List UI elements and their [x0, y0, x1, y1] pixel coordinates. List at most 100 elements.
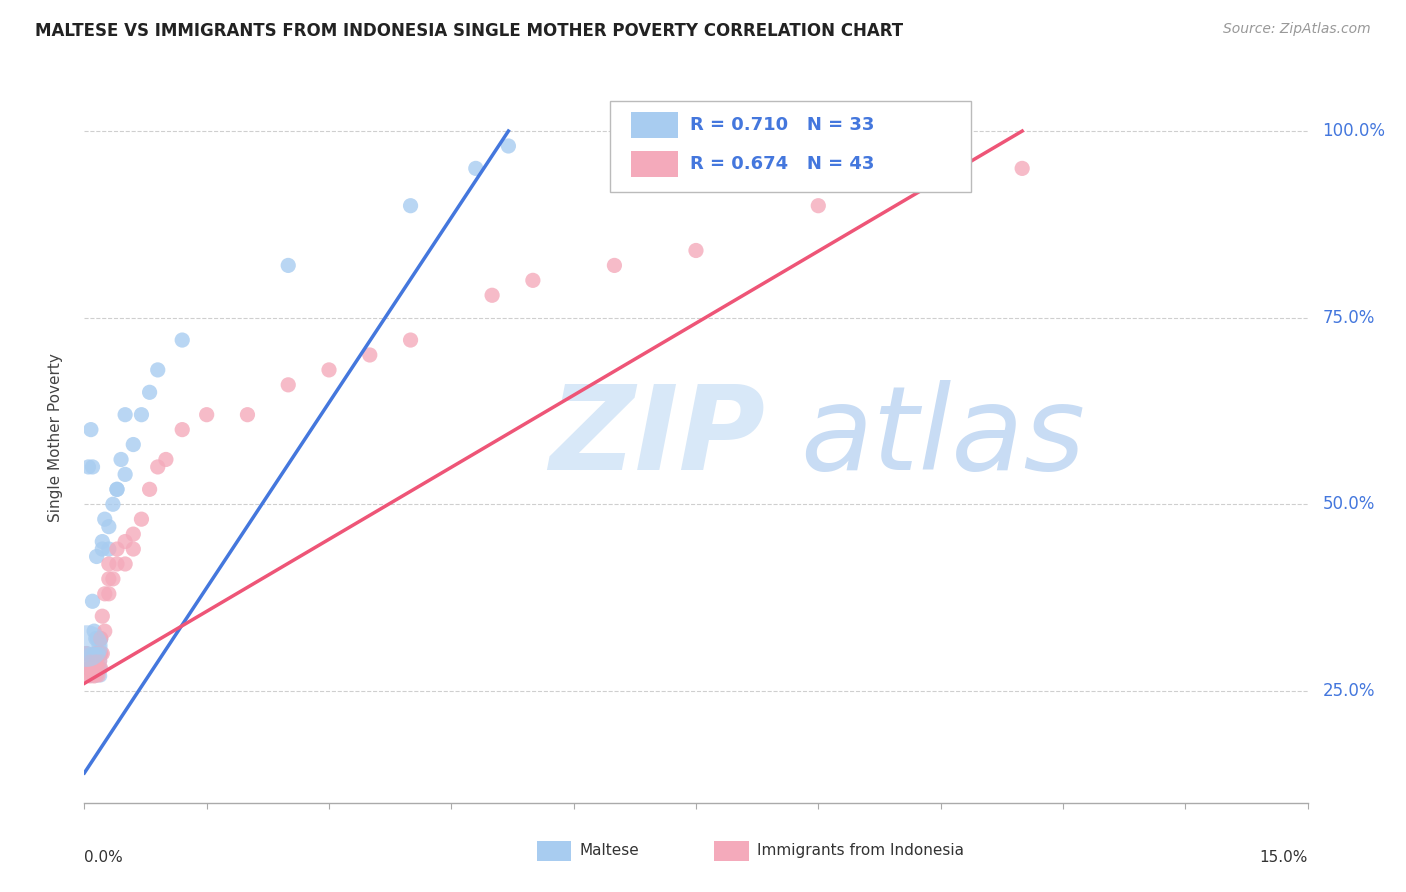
Point: [91, 534, 114, 549]
Y-axis label: Single Mother Poverty: Single Mother Poverty: [48, 352, 63, 522]
Point: [105, 483, 128, 497]
Point: [84, 654, 107, 668]
Point: [90, 661, 112, 675]
Point: [79, 654, 101, 668]
Point: [84, 654, 107, 668]
FancyBboxPatch shape: [714, 841, 748, 862]
FancyBboxPatch shape: [631, 112, 678, 138]
Point: [122, 542, 145, 557]
Point: [86, 654, 108, 668]
Point: [498, 139, 520, 153]
Point: [83, 669, 105, 683]
Point: [114, 557, 136, 571]
Point: [90, 647, 112, 661]
Point: [82, 669, 104, 683]
Point: [114, 408, 136, 422]
Point: [87, 669, 110, 683]
Point: [97, 587, 120, 601]
Point: [80, 669, 103, 683]
Point: [146, 363, 169, 377]
Point: [97, 572, 120, 586]
Point: [80, 669, 103, 683]
Point: [82, 661, 104, 675]
Point: [76, 661, 98, 675]
Point: [91, 609, 114, 624]
Text: Maltese: Maltese: [579, 843, 640, 858]
Point: [79, 647, 101, 661]
Text: Source: ZipAtlas.com: Source: ZipAtlas.com: [1223, 22, 1371, 37]
Point: [84, 632, 107, 646]
Point: [131, 512, 153, 526]
Point: [86, 647, 108, 661]
Point: [807, 199, 830, 213]
Text: 0.0%: 0.0%: [84, 850, 124, 865]
Point: [90, 654, 112, 668]
Point: [97, 542, 120, 557]
Point: [105, 542, 128, 557]
Point: [101, 497, 124, 511]
Point: [90, 661, 112, 675]
Point: [87, 647, 110, 661]
Point: [75, 647, 97, 661]
Point: [82, 647, 104, 661]
Point: [101, 572, 124, 586]
Point: [83, 669, 105, 683]
Point: [84, 661, 107, 675]
Point: [77, 661, 100, 675]
Point: [105, 483, 128, 497]
Point: [481, 288, 503, 302]
FancyBboxPatch shape: [631, 151, 678, 178]
Point: [146, 459, 169, 474]
Point: [83, 661, 105, 675]
Point: [172, 423, 194, 437]
Point: [138, 483, 160, 497]
Text: R = 0.710   N = 33: R = 0.710 N = 33: [690, 116, 875, 134]
FancyBboxPatch shape: [537, 841, 571, 862]
Text: ZIP: ZIP: [550, 380, 765, 494]
Point: [86, 661, 108, 675]
Point: [236, 408, 259, 422]
Point: [82, 459, 104, 474]
Point: [86, 669, 108, 683]
Point: [603, 259, 626, 273]
Point: [77, 661, 100, 675]
Point: [91, 542, 114, 557]
Point: [80, 423, 103, 437]
Point: [110, 452, 132, 467]
Point: [114, 534, 136, 549]
Text: 75.0%: 75.0%: [1322, 309, 1375, 326]
Point: [82, 594, 104, 608]
Point: [91, 647, 114, 661]
Point: [90, 647, 112, 661]
Point: [359, 348, 381, 362]
Point: [82, 661, 104, 675]
FancyBboxPatch shape: [610, 101, 972, 192]
Point: [80, 661, 103, 675]
Point: [76, 639, 98, 653]
Point: [79, 669, 101, 683]
Point: [1011, 161, 1033, 176]
Point: [82, 654, 104, 668]
Point: [77, 669, 100, 683]
Point: [83, 624, 105, 639]
Point: [399, 199, 422, 213]
Point: [97, 557, 120, 571]
Point: [77, 459, 100, 474]
Point: [155, 452, 177, 467]
Point: [84, 654, 107, 668]
Point: [90, 669, 112, 683]
Point: [82, 661, 104, 675]
Point: [90, 632, 112, 646]
Point: [464, 161, 486, 176]
Point: [90, 632, 112, 646]
Point: [76, 661, 98, 675]
Text: 15.0%: 15.0%: [1260, 850, 1308, 865]
Point: [685, 244, 707, 258]
Point: [277, 377, 299, 392]
Point: [86, 647, 108, 661]
Point: [114, 467, 136, 482]
Point: [86, 549, 108, 564]
Point: [277, 259, 299, 273]
Point: [131, 408, 153, 422]
Point: [87, 661, 110, 675]
